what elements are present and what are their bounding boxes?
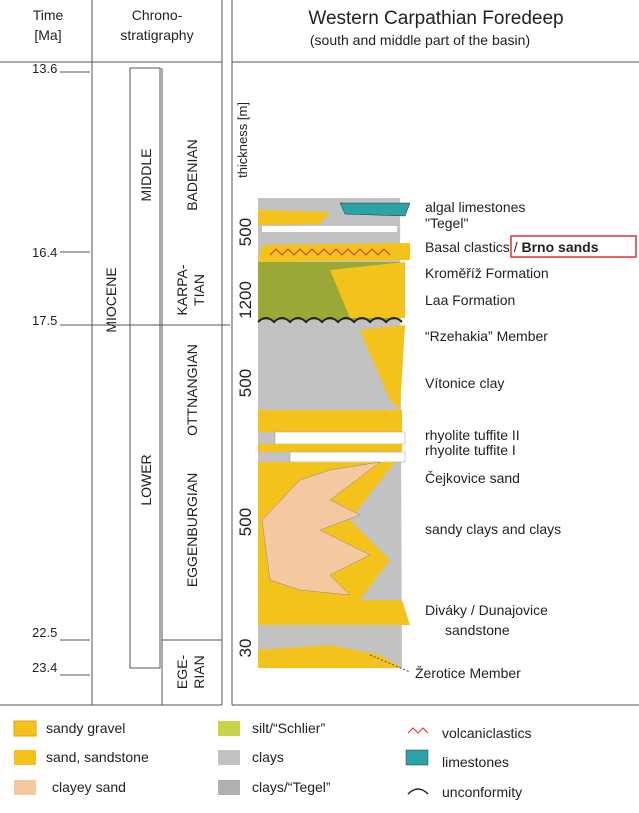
legend-label: clayey sand: [52, 779, 126, 795]
header-chrono: stratigraphy: [120, 27, 193, 43]
stage: KARPA-: [174, 264, 190, 315]
legend-label: unconformity: [442, 784, 522, 800]
unit-label: algal limestones: [425, 199, 525, 215]
legend-label: sandy gravel: [46, 720, 125, 736]
subtitle: (south and middle part of the basin): [310, 32, 530, 48]
legend-label: clays: [252, 749, 284, 765]
thickness: 30: [236, 639, 255, 658]
legend-label: limestones: [442, 754, 509, 770]
time-label: 23.4: [32, 660, 57, 675]
unit-label: “Rzehakia” Member: [425, 328, 548, 344]
time-label: 22.5: [32, 625, 57, 640]
header-chrono: Chrono-: [132, 7, 183, 23]
unit-label: rhyolite tuffite I: [425, 442, 516, 458]
legend-label: volcaniclastics: [442, 725, 531, 741]
header-time: Time: [33, 7, 64, 23]
time-label: 13.6: [32, 61, 57, 76]
legend-label: clays/“Tegel”: [252, 779, 331, 795]
unit-label: "Tegel": [425, 215, 468, 231]
thickness: 1200: [236, 281, 255, 319]
unit-label: Diváky / Dunajovice: [425, 602, 548, 618]
title: Western Carpathian Foredeep: [308, 8, 563, 29]
thickness: 500: [236, 508, 255, 536]
unit-label: Žerotice Member: [415, 665, 521, 681]
unit-label: Basal clastics / Brno sands: [425, 239, 599, 255]
legend-label: silt/“Schlier”: [252, 720, 325, 736]
stage: BADENIAN: [184, 139, 200, 211]
thickness: 500: [236, 218, 255, 246]
unit-label: Laa Formation: [425, 292, 515, 308]
time-label: 16.4: [32, 245, 57, 260]
unit-label: Brno sands: [521, 239, 598, 255]
unit-label: sandstone: [445, 622, 510, 638]
lithology-column: [258, 198, 410, 668]
stage: EGGENBURGIAN: [184, 473, 200, 587]
legend-label: sand, sandstone: [46, 749, 149, 765]
unit-label: sandy clays and clays: [425, 521, 561, 537]
thickness: 500: [236, 369, 255, 397]
unit-label: Kroměříž Formation: [425, 265, 549, 281]
subepoch: LOWER: [138, 454, 154, 505]
diagram: Time [Ma] Chrono- stratigraphy Western C…: [0, 0, 639, 808]
stage: OTTNANGIAN: [184, 344, 200, 436]
stage: TIAN: [191, 274, 207, 306]
unit-label: rhyolite tuffite II: [425, 427, 520, 443]
stage: RIAN: [191, 655, 207, 688]
thickness-label: thickness [m]: [235, 102, 250, 178]
unit-label: Basal clastics /: [425, 239, 521, 255]
unit-label: Čejkovice sand: [425, 470, 520, 486]
epoch: MIOCENE: [103, 267, 119, 332]
subepoch: MIDDLE: [138, 149, 154, 202]
unit-label: Vítonice clay: [425, 375, 504, 391]
time-label: 17.5: [32, 313, 57, 328]
stage: EGE-: [174, 655, 190, 690]
header-time: [Ma]: [34, 27, 61, 43]
